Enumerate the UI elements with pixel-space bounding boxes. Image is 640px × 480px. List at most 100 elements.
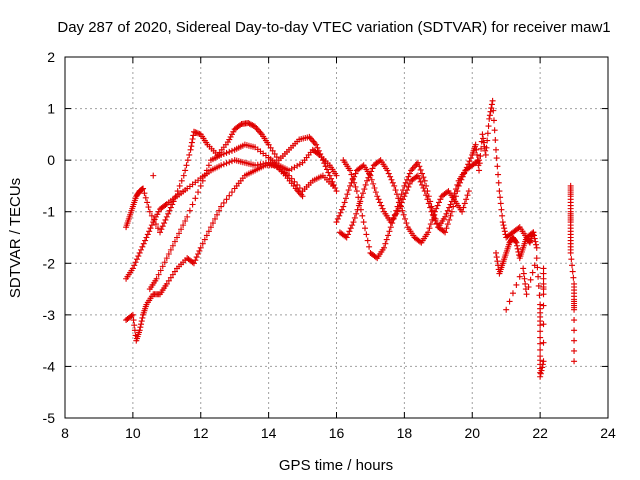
data-point (479, 131, 486, 138)
data-point (540, 291, 547, 298)
series (493, 229, 537, 277)
data-point-interp (539, 361, 546, 368)
series (123, 157, 337, 282)
data-point (401, 182, 408, 189)
data-point-interp (228, 131, 235, 138)
data-point (197, 244, 204, 251)
data-point-interp (135, 253, 142, 260)
data-point-interp (497, 200, 504, 207)
data-point-interp (385, 170, 392, 177)
data-point-interp (529, 269, 536, 276)
grid-lines (65, 57, 608, 418)
data-point-interp (346, 228, 353, 235)
data-point-interp (395, 199, 402, 206)
data-point-interp (341, 199, 348, 206)
data-point-interp (257, 129, 264, 136)
data-point-interp (359, 190, 366, 197)
data-point-interp (403, 220, 410, 227)
data-point-interp (389, 179, 396, 186)
data-point-interp (416, 238, 423, 245)
data-point-interp (228, 147, 235, 154)
data-point-interp (223, 149, 230, 156)
data-point (414, 172, 421, 179)
data-point-interp (205, 162, 212, 169)
data-point (472, 141, 479, 148)
data-point (218, 203, 225, 210)
data-point (496, 188, 503, 195)
x-tick-label: 8 (61, 425, 69, 441)
data-point-interp (141, 190, 148, 197)
data-point-interp (483, 144, 490, 151)
data-point (486, 115, 493, 122)
data-point-interp (512, 238, 519, 245)
data-point (153, 275, 160, 282)
data-point-interp (171, 238, 178, 245)
data-point-interp (174, 188, 181, 195)
data-point-interp (178, 226, 185, 233)
data-point (571, 358, 578, 365)
data-point-interp (294, 181, 301, 188)
data-point (493, 146, 500, 153)
data-point-interp (405, 183, 412, 190)
data-point-interp (336, 212, 343, 219)
data-point (129, 265, 136, 272)
data-point-interp (420, 174, 427, 181)
data-point-interp (400, 196, 407, 203)
data-point-interp (451, 198, 458, 205)
data-point-interp (132, 259, 139, 266)
data-point-interp (195, 251, 202, 258)
data-point-interp (571, 317, 578, 324)
data-point-interp (499, 212, 506, 219)
data-point (537, 322, 544, 329)
data-point (394, 208, 401, 215)
data-point-interp (482, 147, 489, 154)
data-point (150, 172, 157, 179)
data-point-interp (522, 280, 529, 287)
data-point-interp (493, 155, 500, 162)
data-point-interp (363, 231, 370, 238)
data-point-interp (216, 207, 223, 214)
data-point-interp (431, 211, 438, 218)
data-point-interp (398, 191, 405, 198)
data-point (150, 219, 157, 226)
data-point-interp (569, 262, 576, 269)
data-point-interp (465, 161, 472, 168)
data-point (330, 182, 337, 189)
data-point-interp (490, 107, 497, 114)
data-point-interp (525, 284, 532, 291)
data-point (523, 291, 530, 298)
data-point-interp (478, 145, 485, 152)
data-point (218, 151, 225, 158)
data-point-interp (311, 140, 318, 147)
data-point-interp (138, 318, 145, 325)
data-point-interp (351, 179, 358, 186)
data-point-interp (571, 327, 578, 334)
data-point (180, 172, 187, 179)
data-point-interp (186, 151, 193, 158)
data-point (537, 373, 544, 380)
data-point-interp (540, 280, 547, 287)
data-point (530, 229, 537, 236)
data-point-interp (410, 164, 417, 171)
data-point (442, 229, 449, 236)
data-point-interp (488, 101, 495, 108)
data-point-interp (201, 236, 208, 243)
data-point-interp (400, 187, 407, 194)
data-point-interp (176, 230, 183, 237)
data-point-interp (538, 367, 545, 374)
data-point-interp (155, 208, 162, 215)
data-point-interp (144, 231, 151, 238)
data-point-interp (145, 204, 152, 211)
data-point-interp (190, 132, 197, 139)
data-point-interp (540, 302, 547, 309)
data-point-interp (492, 137, 499, 144)
data-point-interp (267, 144, 274, 151)
data-point-interp (443, 225, 450, 232)
data-point-interp (246, 120, 253, 127)
data-point-interp (247, 121, 254, 128)
data-point-interp (171, 268, 178, 275)
data-point-interp (155, 271, 162, 278)
data-point-interp (196, 247, 203, 254)
data-point-interp (182, 167, 189, 174)
data-point (360, 219, 367, 226)
